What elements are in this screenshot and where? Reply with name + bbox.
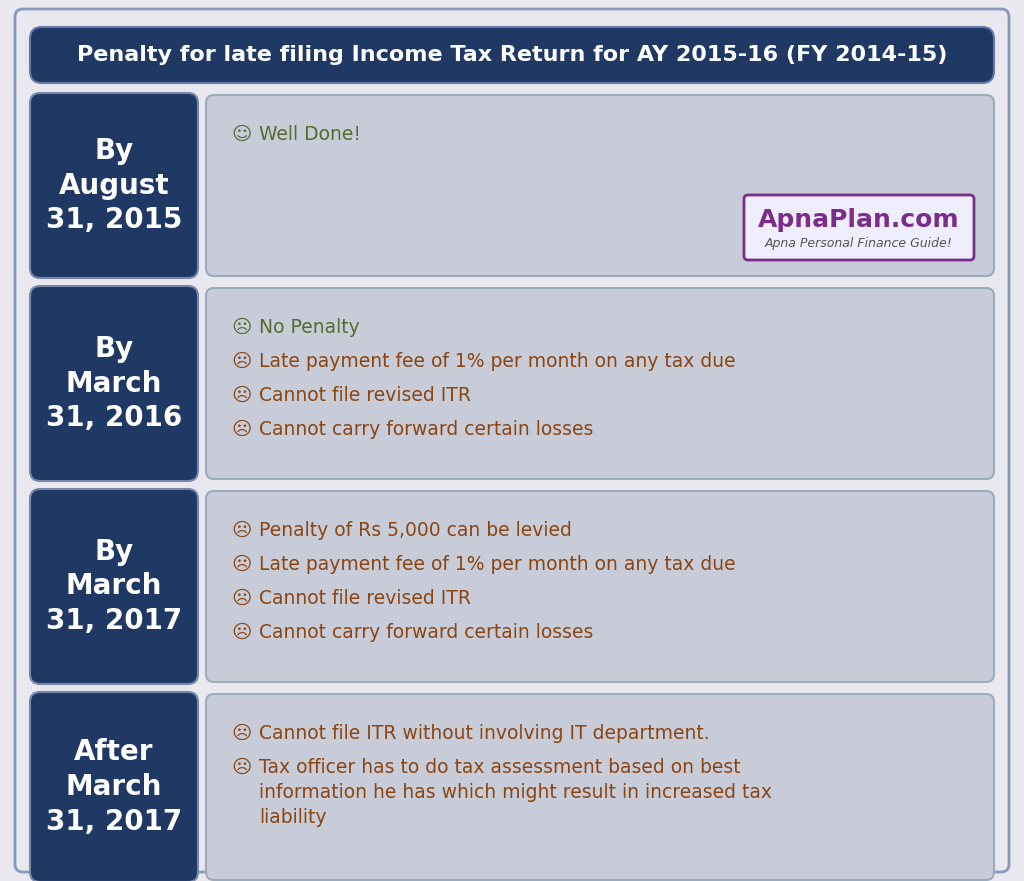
FancyBboxPatch shape <box>30 692 198 881</box>
Text: Cannot file revised ITR: Cannot file revised ITR <box>259 589 471 608</box>
Text: Cannot carry forward certain losses: Cannot carry forward certain losses <box>259 623 593 642</box>
Text: By
August
31, 2015: By August 31, 2015 <box>46 137 182 234</box>
Text: ☹: ☹ <box>231 623 251 642</box>
Text: ☹: ☹ <box>231 758 251 777</box>
Text: Cannot carry forward certain losses: Cannot carry forward certain losses <box>259 420 593 439</box>
Text: After
March
31, 2017: After March 31, 2017 <box>46 738 182 835</box>
Text: Apna Personal Finance Guide!: Apna Personal Finance Guide! <box>765 237 953 250</box>
Text: By
March
31, 2017: By March 31, 2017 <box>46 538 182 635</box>
Text: ☹: ☹ <box>231 318 251 337</box>
Text: ☺: ☺ <box>231 125 251 144</box>
Text: ☹: ☹ <box>231 589 251 608</box>
FancyBboxPatch shape <box>744 195 974 260</box>
Text: ☹: ☹ <box>231 386 251 405</box>
Text: Cannot file ITR without involving IT department.: Cannot file ITR without involving IT dep… <box>259 724 710 743</box>
Text: Tax officer has to do tax assessment based on best
information he has which migh: Tax officer has to do tax assessment bas… <box>259 758 772 827</box>
FancyBboxPatch shape <box>30 286 198 481</box>
Text: Well Done!: Well Done! <box>259 125 361 144</box>
Text: Late payment fee of 1% per month on any tax due: Late payment fee of 1% per month on any … <box>259 555 735 574</box>
FancyBboxPatch shape <box>30 93 198 278</box>
FancyBboxPatch shape <box>206 491 994 682</box>
Text: ☹: ☹ <box>231 352 251 371</box>
Text: ApnaPlan.com: ApnaPlan.com <box>758 208 959 232</box>
Text: By
March
31, 2016: By March 31, 2016 <box>46 335 182 432</box>
Text: ☹: ☹ <box>231 420 251 439</box>
Text: ☹: ☹ <box>231 724 251 743</box>
Text: Penalty for late filing Income Tax Return for AY 2015-16 (FY 2014-15): Penalty for late filing Income Tax Retur… <box>77 45 947 65</box>
Text: ☹: ☹ <box>231 555 251 574</box>
FancyBboxPatch shape <box>206 694 994 880</box>
Text: ☹: ☹ <box>231 521 251 540</box>
FancyBboxPatch shape <box>206 95 994 276</box>
FancyBboxPatch shape <box>15 9 1009 872</box>
FancyBboxPatch shape <box>30 489 198 684</box>
Text: Late payment fee of 1% per month on any tax due: Late payment fee of 1% per month on any … <box>259 352 735 371</box>
FancyBboxPatch shape <box>30 27 994 83</box>
Text: Cannot file revised ITR: Cannot file revised ITR <box>259 386 471 405</box>
Text: No Penalty: No Penalty <box>259 318 359 337</box>
Text: Penalty of Rs 5,000 can be levied: Penalty of Rs 5,000 can be levied <box>259 521 571 540</box>
FancyBboxPatch shape <box>206 288 994 479</box>
